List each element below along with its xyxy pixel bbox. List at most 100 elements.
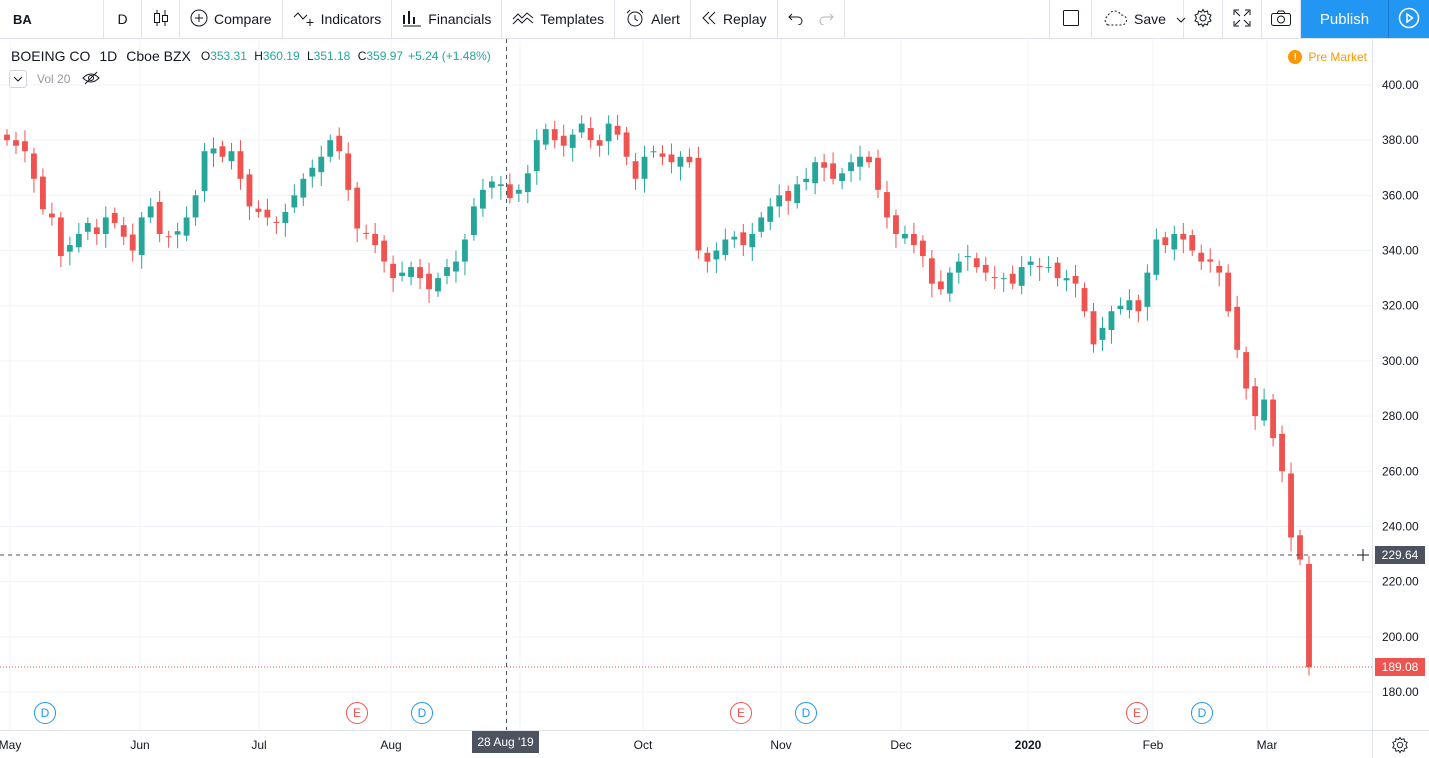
snapshot-button[interactable] (1262, 0, 1301, 38)
dividend-marker[interactable]: D (411, 702, 433, 724)
earnings-marker[interactable]: E (1126, 702, 1148, 724)
candle-body (1216, 265, 1223, 273)
y-axis-tick-label: 320.00 (1382, 299, 1419, 313)
x-axis-tick-label: Feb (1143, 738, 1164, 752)
earnings-marker[interactable]: E (346, 702, 368, 724)
candle-body (210, 148, 217, 154)
chart-type-button[interactable] (142, 0, 180, 38)
indicators-button[interactable]: Indicators (283, 0, 393, 38)
candle-body (533, 140, 540, 172)
candle-body (129, 234, 136, 251)
financials-icon (402, 9, 422, 30)
candle-body (758, 217, 765, 232)
candle-body (910, 233, 917, 246)
candle-body (462, 239, 468, 262)
close-label: C (357, 49, 367, 63)
candle-body (31, 153, 37, 179)
gear-icon[interactable] (1390, 735, 1410, 755)
add-price-level-icon[interactable] (1354, 546, 1372, 564)
candle-body (659, 153, 666, 157)
chart-legend: BOEING CO 1D Cboe BZX O353.31 H360.19 L3… (11, 48, 491, 64)
candle-body (937, 281, 944, 290)
candle-body (22, 141, 28, 152)
legend-change: +5.24 (+1.48%) (408, 49, 491, 63)
y-axis-tick-label: 380.00 (1382, 133, 1419, 147)
close-value: 359.97 (366, 49, 404, 63)
undo-icon[interactable] (787, 11, 804, 28)
crosshair-date-label: 28 Aug '19 (472, 731, 539, 753)
candle-body (228, 151, 235, 162)
candle-body (713, 250, 720, 260)
templates-button[interactable]: Templates (502, 0, 616, 38)
compare-button[interactable]: Compare (180, 0, 283, 38)
candle-body (893, 215, 899, 234)
candle-body (803, 178, 810, 183)
candle-body (1126, 300, 1133, 311)
layout-button[interactable] (1050, 0, 1092, 38)
save-button[interactable]: Save (1092, 0, 1186, 38)
plus-circle-icon (190, 9, 208, 30)
publish-button[interactable]: Publish (1301, 0, 1389, 38)
dividend-marker[interactable]: D (1191, 702, 1213, 724)
candle-body (1090, 311, 1097, 345)
settings-button[interactable] (1184, 0, 1223, 38)
x-axis-tick-label: Jul (251, 738, 266, 752)
financials-label: Financials (428, 11, 492, 27)
square-layout-icon (1062, 9, 1080, 30)
candle-body (479, 189, 486, 209)
candle-body (551, 129, 558, 141)
candle-body (111, 213, 118, 223)
y-axis-tick-label: 260.00 (1382, 464, 1419, 478)
y-axis-tick-label: 220.00 (1382, 575, 1419, 589)
candle-body (1279, 433, 1285, 472)
candle-body (569, 134, 576, 148)
y-axis-tick-label: 200.00 (1382, 630, 1419, 644)
candle-body (578, 123, 585, 133)
candle-body (1108, 311, 1115, 331)
candle-body (1261, 399, 1268, 421)
dividend-marker[interactable]: D (795, 702, 817, 724)
earnings-marker[interactable]: E (730, 702, 752, 724)
event-letter: D (40, 706, 50, 720)
interval-button[interactable]: D (104, 0, 142, 38)
y-axis-tick-label: 180.00 (1382, 685, 1419, 699)
indicators-icon (293, 9, 315, 30)
candle-body (1189, 235, 1196, 251)
candle-body (435, 278, 441, 292)
x-axis-tick-label: May (0, 738, 21, 752)
redo-icon[interactable] (818, 11, 834, 28)
play-button[interactable] (1389, 0, 1429, 38)
legend-symbol-name: BOEING CO (11, 48, 91, 64)
candle-body (417, 267, 423, 279)
pre-market-label: Pre Market (1308, 50, 1367, 64)
candle-body (75, 233, 82, 248)
candle-body (596, 140, 603, 146)
replay-button[interactable]: Replay (691, 0, 778, 38)
symbol-search-button[interactable]: BA (0, 0, 104, 38)
y-axis-tick-label: 340.00 (1382, 244, 1419, 258)
fullscreen-button[interactable] (1223, 0, 1262, 38)
candle-body (372, 233, 379, 246)
legend-interval: 1D (99, 48, 118, 64)
alert-button[interactable]: Alert (615, 0, 691, 38)
pre-market-status[interactable]: ! Pre Market (1288, 50, 1367, 64)
low-value: 351.18 (313, 49, 351, 63)
collapse-legend-button[interactable] (9, 70, 27, 88)
event-letter: E (736, 706, 745, 720)
candle-body (587, 128, 594, 141)
x-axis-tick-label: Mar (1257, 738, 1278, 752)
candle-body (174, 231, 181, 235)
candle-body (1162, 237, 1169, 246)
gear-icon (1193, 8, 1213, 31)
candle-body (444, 267, 450, 276)
price-chart[interactable]: 180.00 200.00 220.00 240.00 260.00 280.00 300.… (0, 39, 1429, 758)
dividend-marker[interactable]: D (34, 702, 56, 724)
financials-button[interactable]: Financials (392, 0, 503, 38)
volume-label: Vol 20 (37, 72, 71, 86)
candle-body (39, 176, 46, 210)
candle-body (650, 151, 657, 153)
candle-body (821, 162, 828, 168)
hidden-eye-icon[interactable] (82, 71, 101, 88)
candle-body (704, 252, 711, 262)
event-letter: E (352, 706, 361, 720)
